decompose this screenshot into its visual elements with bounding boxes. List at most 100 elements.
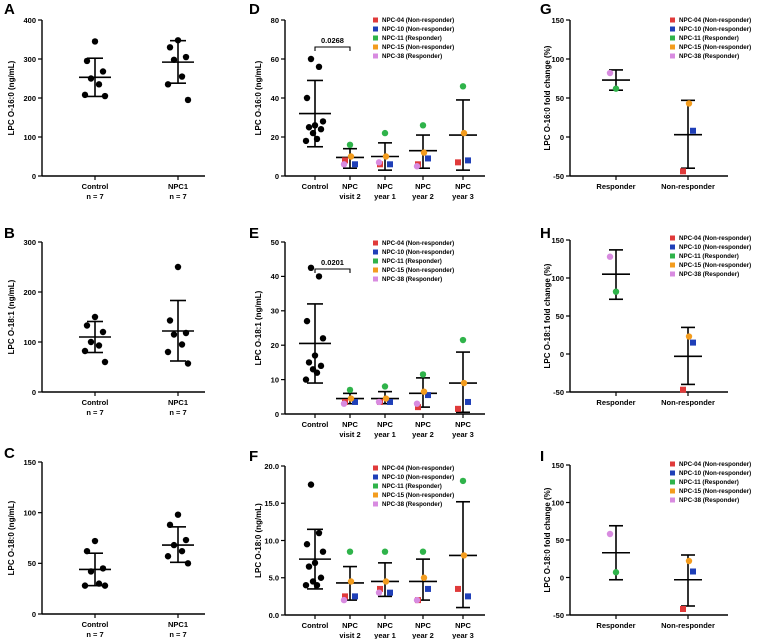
data-point-npc-10 (690, 568, 696, 575)
data-point (87, 338, 95, 346)
panel-h: H -50 0 50 100 150 LPC O-18:1 fold change (%) R… (540, 225, 751, 407)
data-point (317, 362, 325, 370)
data-point-npc-38 (375, 398, 383, 406)
x-tick-label: visit 2 (339, 430, 360, 439)
y-tick-label: -50 (553, 172, 564, 181)
legend: NPC-04 (Non-responder) NPC-10 (Non-respon… (373, 240, 454, 283)
y-tick-label: 5.0 (269, 574, 279, 583)
panel-f: F 0.0 5.0 10.0 15.0 20.0 LPC O-18:0 (ng/mL) Con… (249, 448, 485, 639)
y-axis-label: LPC O-16:0 fold change (%) (543, 45, 552, 150)
data-point-npc-10 (690, 339, 696, 346)
legend-label: NPC-11 (Responder) (382, 258, 442, 265)
y-tick-label: 0 (275, 172, 279, 181)
y-tick-label: 300 (23, 55, 36, 64)
panel-label: E (249, 225, 259, 242)
legend-label: NPC-15 (Non-responder) (679, 488, 751, 495)
data-point-npc-15 (685, 333, 693, 340)
legend-swatch (670, 26, 675, 32)
x-tick-label: Control (82, 182, 109, 191)
x-tick-label: NPC (415, 420, 431, 429)
y-tick-label: 100 (551, 55, 564, 64)
legend-swatch (373, 267, 378, 273)
legend-label: NPC-15 (Non-responder) (679, 262, 751, 269)
legend-swatch (373, 501, 378, 507)
data-point (307, 264, 315, 271)
legend-label: NPC-10 (Non-responder) (382, 249, 454, 256)
x-tick-label: visit 2 (339, 192, 360, 201)
data-point-npc-10 (425, 155, 431, 162)
legend-label: NPC-10 (Non-responder) (679, 244, 751, 251)
data-point-npc-15 (460, 129, 468, 137)
legend: NPC-04 (Non-responder) NPC-10 (Non-respon… (373, 17, 454, 60)
y-tick-label: 200 (23, 94, 36, 103)
data-point (319, 118, 327, 125)
y-tick-label: 0 (275, 410, 279, 419)
y-tick-label: 0 (32, 610, 36, 619)
y-tick-label: 150 (551, 461, 564, 470)
legend-label: NPC-04 (Non-responder) (679, 17, 751, 24)
y-tick-label: 10.0 (264, 536, 279, 545)
x-tick-label: NPC (415, 621, 431, 630)
x-tick-label: NPC (455, 182, 471, 191)
data-point-npc-38 (375, 159, 383, 166)
x-tick-label: Responder (596, 621, 635, 630)
data-point (83, 322, 91, 329)
data-point-npc-04 (680, 168, 686, 175)
data-point (305, 124, 313, 131)
x-tick-label: year 3 (452, 430, 474, 439)
x-tick-label: year 2 (412, 631, 434, 639)
legend-swatch (373, 492, 378, 498)
data-point (174, 263, 182, 271)
legend-swatch (670, 479, 675, 485)
legend-label: NPC-04 (Non-responder) (382, 465, 454, 472)
panel-label: A (4, 1, 15, 18)
data-point-npc-11 (612, 569, 620, 576)
data-point-npc-15 (420, 149, 428, 156)
legend: NPC-04 (Non-responder) NPC-10 (Non-respon… (670, 235, 751, 278)
legend-label: NPC-04 (Non-responder) (679, 461, 751, 468)
data-point (95, 342, 103, 349)
panel-label: B (4, 225, 15, 242)
data-point-npc-11 (459, 477, 467, 485)
legend-swatch (373, 465, 378, 471)
data-point-npc-11 (459, 83, 467, 90)
legend-label: NPC-38 (Responder) (679, 53, 739, 60)
data-point-npc-04 (680, 606, 686, 612)
y-tick-label: 300 (23, 238, 36, 247)
panel-g: G -50 0 50 100 150 LPC O-16:0 fold change (%) R… (540, 1, 751, 191)
data-point-npc-38 (375, 589, 383, 596)
legend-label: NPC-15 (Non-responder) (679, 44, 751, 51)
legend-label: NPC-38 (Responder) (679, 497, 739, 504)
data-point-npc-11 (419, 548, 427, 555)
legend-swatch (670, 35, 675, 41)
legend-swatch (373, 258, 378, 264)
y-tick-label: 100 (23, 508, 36, 517)
x-tick-label: year 2 (412, 430, 434, 439)
data-point-npc-11 (459, 336, 467, 344)
data-point (166, 44, 174, 51)
y-tick-label: 100 (551, 498, 564, 507)
data-point (307, 481, 315, 488)
data-point-npc-38 (606, 530, 614, 538)
x-tick-label: n = 7 (169, 630, 186, 639)
data-point-npc-04 (342, 593, 348, 600)
data-point (178, 547, 186, 555)
legend-swatch (373, 276, 378, 282)
data-point-npc-04 (680, 386, 686, 393)
data-point-npc-38 (340, 596, 348, 604)
x-tick-label: NPC (377, 420, 393, 429)
legend: NPC-04 (Non-responder) NPC-10 (Non-respon… (373, 465, 454, 508)
x-tick-label: Non-responder (661, 621, 715, 630)
data-point (91, 537, 99, 545)
y-tick-label: 20.0 (264, 462, 279, 471)
legend-label: NPC-38 (Responder) (382, 53, 442, 60)
y-tick-label: 50 (556, 94, 564, 103)
data-point-npc-38 (606, 69, 614, 77)
y-tick-label: 0 (560, 573, 564, 582)
data-point (178, 341, 186, 348)
legend-swatch (670, 17, 675, 23)
x-tick-label: NPC (342, 420, 358, 429)
legend-label: NPC-04 (Non-responder) (382, 17, 454, 24)
